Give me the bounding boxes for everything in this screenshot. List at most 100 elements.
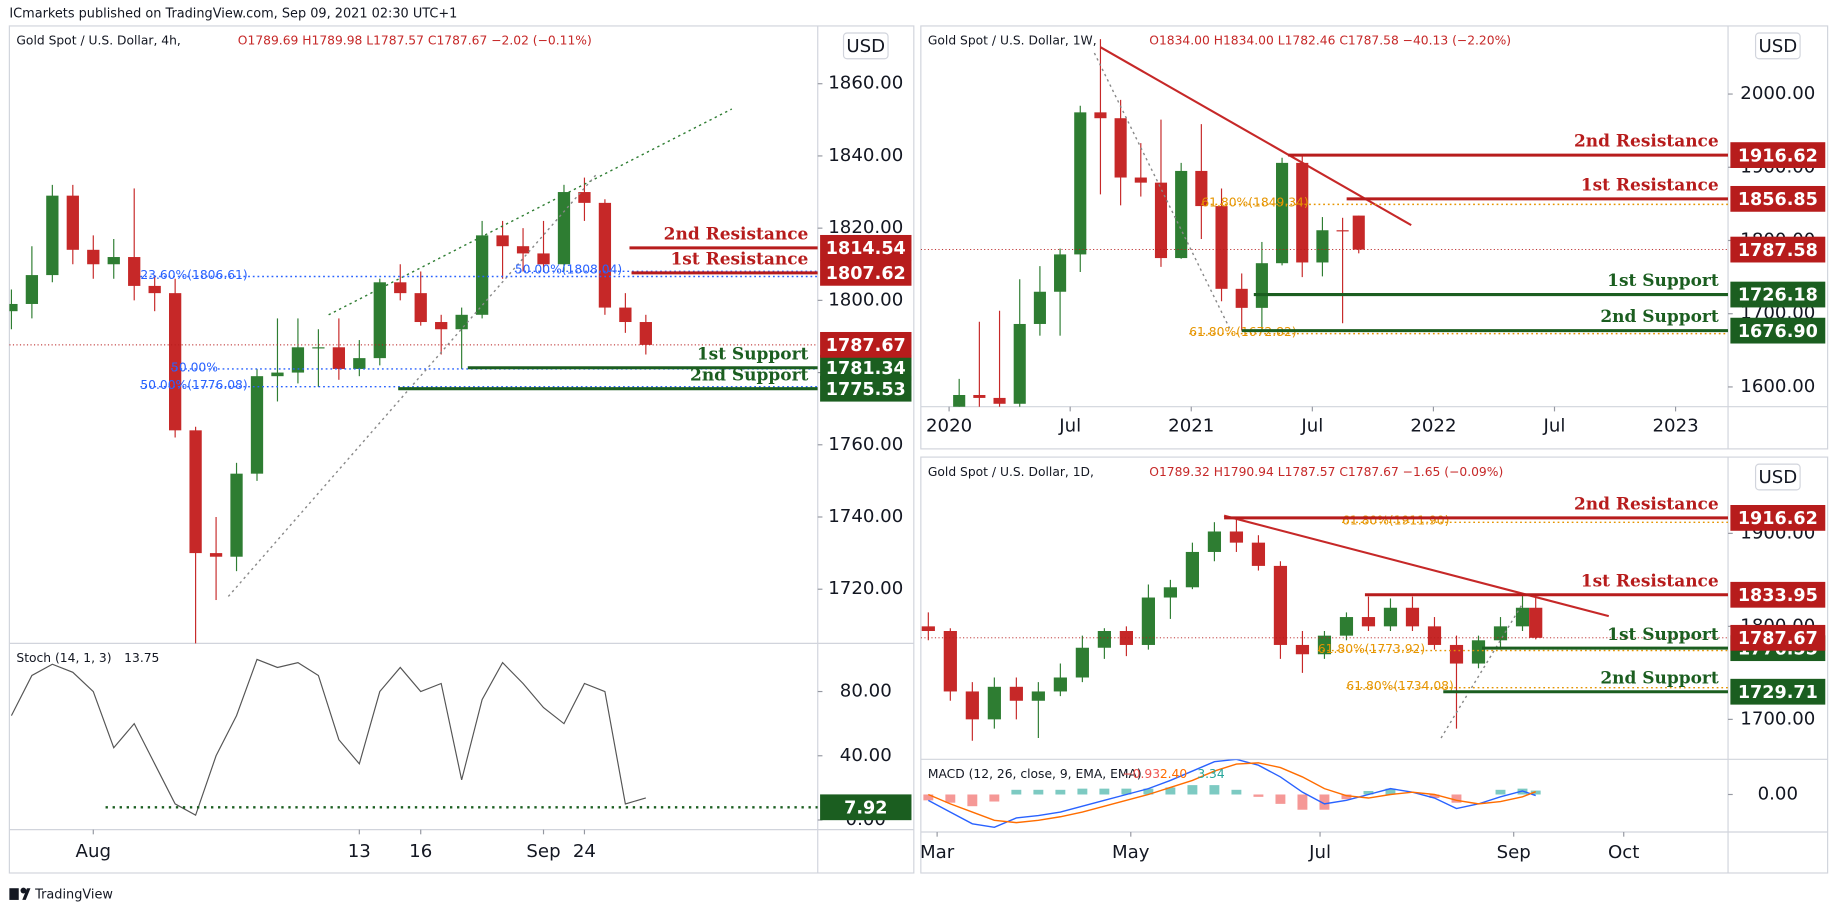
candle-body: [1114, 118, 1127, 178]
price-label-box: [1730, 505, 1826, 531]
price-label: 1787.67: [1738, 629, 1818, 649]
indicator-readout: 3.34: [1197, 767, 1225, 781]
indicator-title: Stoch (14, 1, 3): [16, 651, 111, 665]
level-name: 1st Resistance: [671, 249, 809, 269]
price-label: 1781.34: [826, 359, 906, 379]
candle-body: [1405, 607, 1420, 627]
trend-line: [1223, 514, 1610, 618]
candle-body: [1054, 254, 1067, 292]
ohlc-readout: O1834.00 H1834.00 L1782.46 C1787.58 −40.…: [1149, 34, 1511, 48]
level-name: 2nd Resistance: [1574, 495, 1719, 515]
candle-body: [619, 307, 632, 323]
candle-body: [1449, 644, 1464, 664]
plot-area: [10, 658, 818, 817]
price-label-box: [1730, 317, 1826, 344]
candle-body: [557, 192, 571, 265]
macd-histogram: [1099, 788, 1110, 795]
level-name: 2nd Support: [1600, 307, 1718, 327]
candle-body: [1295, 644, 1310, 655]
price-label-box: [1730, 678, 1826, 705]
y-tick-label: 1840.00: [828, 145, 903, 166]
price-label: 1787.67: [826, 336, 906, 356]
indicator-readout: −0.93: [1122, 767, 1160, 781]
candle-body: [578, 192, 591, 203]
candle-body: [332, 347, 346, 369]
price-label: 1916.62: [1738, 509, 1818, 529]
price-label: 1787.58: [1738, 241, 1818, 261]
candle-body: [1053, 677, 1067, 692]
candle-body: [128, 257, 141, 286]
chart-title: Gold Spot / U.S. Dollar, 1D,: [928, 465, 1094, 479]
x-tick-label: Mar: [920, 842, 955, 863]
macd-histogram: [1209, 785, 1220, 795]
price-label: 1833.95: [1738, 586, 1818, 606]
macd-histogram: [1033, 789, 1044, 795]
candle-body: [435, 322, 448, 330]
price-label-box: [820, 331, 912, 358]
price-label-box: [820, 259, 912, 286]
candle-body: [1185, 551, 1200, 588]
fib-label: 50.00%(1808.04): [515, 263, 622, 277]
x-tick-label: 24: [573, 841, 596, 862]
macd-histogram: [1165, 787, 1176, 795]
currency-box: [842, 32, 889, 60]
fib-label: 61.80%(1911.90): [1342, 514, 1449, 528]
candle-body: [1529, 607, 1543, 638]
candle-body: [973, 394, 986, 398]
price-label: 1729.71: [1738, 683, 1818, 703]
candle-body: [1427, 626, 1442, 645]
candle-body: [1493, 626, 1508, 641]
indicator-readout: 2.40: [1160, 767, 1187, 781]
candle-body: [1154, 182, 1168, 259]
candle-body: [1195, 170, 1208, 207]
candle-body: [9, 303, 18, 312]
candle-body: [1296, 162, 1309, 263]
price-label-box: [820, 794, 912, 821]
macd-line: [927, 759, 1536, 829]
candle-body: [1163, 587, 1177, 598]
x-tick-label: 2020: [926, 416, 972, 437]
indicator-value: 13.75: [124, 651, 159, 665]
candle-body: [987, 686, 1001, 720]
candle-body: [1339, 617, 1354, 636]
fib-label: 61.80%(1773.92): [1318, 642, 1425, 656]
x-tick-label: 2022: [1410, 416, 1456, 437]
candle-body: [943, 631, 957, 692]
candle-body: [291, 347, 305, 373]
macd-histogram: [967, 794, 978, 807]
candle-body: [1141, 597, 1155, 645]
candle-body: [312, 347, 325, 349]
plot-area: 23.60%(1806.61) 50.00%(1808.04) 50.00% 50.0…: [9, 108, 818, 644]
candle-body: [1316, 230, 1329, 263]
price-label-box: [1730, 624, 1826, 651]
trend-line: [227, 173, 598, 597]
stoch-line: [10, 658, 647, 817]
candle-body: [1255, 263, 1268, 308]
candle-body: [475, 235, 489, 315]
candle-body: [209, 553, 223, 557]
candle-body: [1207, 531, 1222, 552]
candle-body: [1515, 607, 1530, 627]
macd-histogram: [1253, 794, 1264, 797]
x-tick-label: Sep: [1497, 842, 1531, 863]
y-tick-label: 80.00: [840, 681, 892, 702]
candle-body: [1031, 691, 1045, 701]
candle-body: [639, 322, 652, 345]
candle-body: [1013, 323, 1026, 404]
candle-body: [1215, 206, 1228, 289]
candle-body: [993, 397, 1006, 404]
candle-body: [1273, 565, 1288, 645]
x-tick-label: Jul: [1308, 842, 1331, 863]
macd-histogram: [1231, 789, 1242, 795]
candle-body: [516, 246, 530, 254]
indicator-title: MACD (12, 26, close, 9, EMA, EMA): [928, 767, 1142, 781]
x-tick-label: May: [1112, 842, 1150, 863]
header: ICmarkets published on TradingView.com, …: [9, 7, 457, 22]
ohlc-readout: O1789.69 H1789.98 L1787.57 C1787.67 −2.0…: [238, 34, 592, 48]
panel-border: [920, 25, 1829, 450]
y-tick-label: 2000.00: [1740, 83, 1815, 104]
price-label-box: [820, 234, 912, 261]
candle-body: [1097, 631, 1111, 648]
candle-body: [1074, 112, 1087, 255]
